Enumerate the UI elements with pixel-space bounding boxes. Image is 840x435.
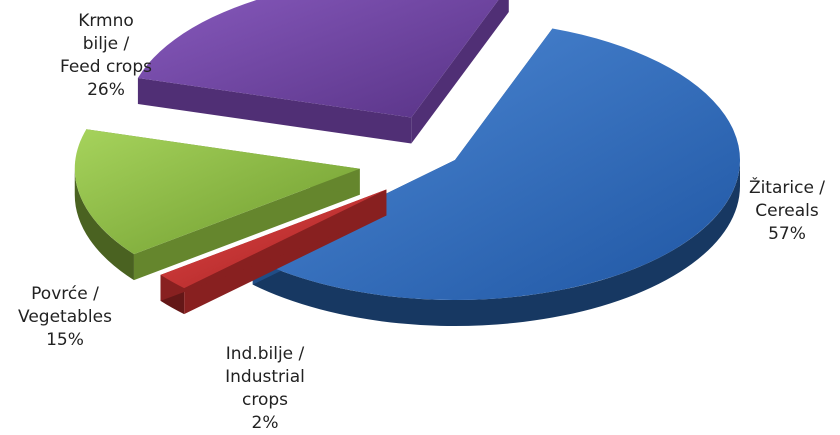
label-line: 57% xyxy=(768,224,806,244)
label-line: Vegetables xyxy=(18,307,112,327)
label-line: 26% xyxy=(87,80,125,100)
slice-label-industrial-crops: Ind.bilje / Industrial crops 2% xyxy=(200,343,330,435)
label-line: Krmno xyxy=(78,11,134,31)
slice-top-cereals xyxy=(252,28,741,301)
label-line: Žitarice / xyxy=(748,178,826,198)
slice-wall-cereals xyxy=(252,160,740,327)
slice-label-cereals: Žitarice / Cereals 57% xyxy=(732,177,840,246)
slice-cut-face-vegetables xyxy=(133,168,360,281)
slice-label-vegetables: Povrće / Vegetables 15% xyxy=(0,283,130,352)
slice-vegetables xyxy=(74,129,360,281)
slice-top-vegetables xyxy=(74,129,360,255)
label-line: Feed crops xyxy=(60,57,152,77)
label-line: Industrial xyxy=(225,367,305,387)
slice-top-industrial-crops xyxy=(160,189,387,289)
slice-industrial-crops xyxy=(160,189,387,315)
label-line: 15% xyxy=(46,330,84,350)
slice-label-feed-crops: Krmno bilje / Feed crops 26% xyxy=(46,10,166,102)
slice-feed-crops xyxy=(137,0,509,144)
slice-cut-face-feed-crops xyxy=(411,0,509,144)
label-line: crops xyxy=(241,390,288,410)
slice-cut-face-feed-crops xyxy=(137,77,412,144)
label-line: Cereals xyxy=(755,201,819,221)
slice-cut-face-industrial-crops xyxy=(160,189,387,301)
slice-top-feed-crops xyxy=(137,0,499,118)
label-line: bilje / xyxy=(82,34,130,54)
label-line: Povrće / xyxy=(31,284,99,304)
label-line: 2% xyxy=(251,413,279,433)
label-line: Ind.bilje / xyxy=(225,344,305,364)
slice-wall-vegetables xyxy=(74,168,134,281)
